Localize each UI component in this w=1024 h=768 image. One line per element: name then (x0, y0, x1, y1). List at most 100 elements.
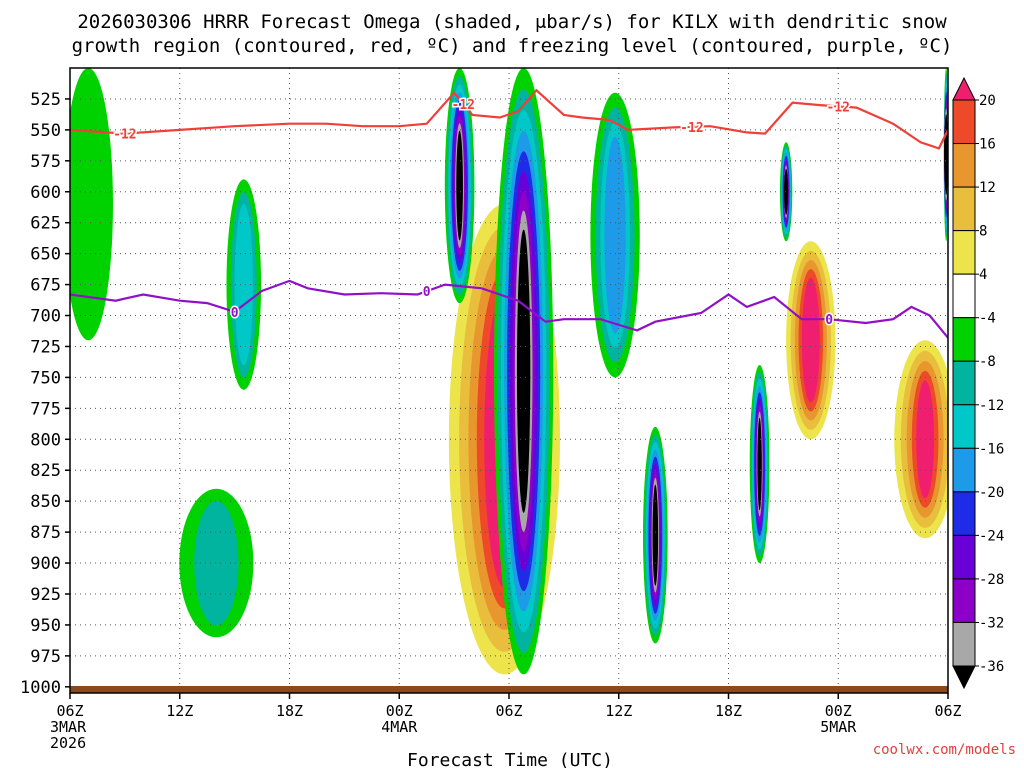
dendritic-isotherm-label: -12 (113, 128, 136, 143)
y-tick-label: 525 (30, 90, 61, 110)
x-tick-label: 12Z (166, 702, 193, 720)
colorbar-segment (952, 143, 976, 188)
omega-field: -12 -12 -12 -12 0 0 0 (70, 68, 948, 693)
freezing-level-label: 0 (423, 285, 431, 300)
y-tick-label: 925 (30, 585, 61, 605)
colorbar-segment (952, 534, 976, 580)
y-tick-label: 575 (30, 152, 61, 172)
colorbar-segment (952, 230, 976, 275)
dendritic-isotherm-label: -12 (827, 100, 850, 115)
omega-feature-magenta-6 (786, 241, 836, 440)
freezing-level-label: 0 (231, 306, 239, 321)
dendritic-isotherm-label: -12 (680, 121, 703, 136)
chart-title-line-1: 2026030306 HRRR Forecast Omega (shaded, … (77, 11, 947, 33)
x-tick-label: 12Z (605, 702, 632, 720)
x-date-label: 2026 (50, 734, 86, 752)
y-tick-label: 900 (30, 554, 61, 574)
y-tick-label: 950 (30, 616, 61, 636)
y-tick-label: 725 (30, 337, 61, 357)
x-tick-label: 06Z (56, 702, 83, 720)
y-tick-label: 1000 (20, 678, 61, 698)
omega-feature-magenta-4 (894, 340, 948, 539)
colorbar-segment (952, 273, 976, 319)
omega-feature-black-7 (642, 426, 668, 644)
colorbar-segment (952, 360, 976, 406)
terrain-strip (70, 686, 948, 693)
omega-feature-blue-3 (590, 92, 640, 378)
omega-contour-shell (73, 89, 104, 319)
omega-contour-shell (804, 286, 817, 395)
omega-contour-shell (757, 423, 762, 505)
y-tick-label: 850 (30, 492, 61, 512)
colorbar-label: -20 (979, 485, 1004, 501)
chart-title-line-2: growth region (contoured, red, ºC) and f… (72, 35, 953, 57)
omega-contour-shell (518, 248, 529, 495)
omega-feature-green-0 (70, 68, 113, 341)
colorbar-label: 8 (979, 224, 987, 240)
omega-feature-black-11 (444, 68, 475, 304)
omega-contour-shell (237, 215, 250, 354)
colorbar-label: -24 (979, 528, 1004, 544)
freezing-level-line (70, 279, 948, 339)
colorbar-segment (952, 621, 976, 667)
dendritic-isotherm-line (70, 88, 948, 150)
y-tick-label: 975 (30, 647, 61, 667)
colorbar-bottom-arrow (952, 665, 976, 690)
x-date-label: 4MAR (381, 718, 418, 736)
y-tick-label: 875 (30, 523, 61, 543)
x-tick-label: 06Z (495, 702, 522, 720)
y-tick-label: 800 (30, 430, 61, 450)
y-tick-label: 550 (30, 121, 61, 141)
x-tick-label: 00Z (386, 702, 413, 720)
y-tick-label: 825 (30, 461, 61, 481)
colorbar-segment (952, 578, 976, 623)
omega-feature-black-10 (943, 68, 948, 242)
x-tick-label: 18Z (715, 702, 742, 720)
x-tick-label: 00Z (825, 702, 852, 720)
y-tick-label: 650 (30, 245, 61, 265)
colorbar-segment (952, 317, 976, 362)
y-tick-label: 675 (30, 276, 61, 296)
omega-contour-shell (784, 171, 789, 212)
colorbar: 20 16 12 8 4 -4 -8 -12 -16 -20 -24 -28 -32 -36 (952, 76, 1004, 690)
y-tick-label: 750 (30, 368, 61, 388)
colorbar-label: 20 (979, 93, 996, 109)
x-date-label: 5MAR (820, 718, 857, 736)
y-tick-label: 625 (30, 214, 61, 234)
colorbar-label: -16 (979, 441, 1004, 457)
colorbar-label: -32 (979, 615, 1004, 631)
y-tick-label: 775 (30, 399, 61, 419)
source-watermark: coolwx.com/models (873, 742, 1016, 758)
x-tick-label: 18Z (276, 702, 303, 720)
colorbar-label: 12 (979, 180, 996, 196)
colorbar-segment (952, 447, 976, 493)
y-tick-label: 700 (30, 307, 61, 327)
omega-contour-shell (457, 137, 462, 234)
colorbar-label: -28 (979, 572, 1004, 588)
colorbar-label: -4 (979, 311, 996, 327)
colorbar-segment (952, 186, 976, 232)
omega-feature-black-8 (749, 365, 770, 564)
colorbar-label: 4 (979, 267, 987, 283)
x-tick-label: 06Z (934, 702, 961, 720)
omega-feature-teal-2 (226, 179, 262, 390)
y-tick-label: 600 (30, 183, 61, 203)
x-axis-title: Forecast Time (UTC) (407, 750, 613, 768)
colorbar-label: -12 (979, 398, 1004, 414)
axes: 525 550 575 600 625 650 675 700 725 750 775 800 825 8… (20, 67, 962, 752)
colorbar-segment (952, 404, 976, 449)
colorbar-label: -8 (979, 354, 996, 370)
omega-feature-black-9 (779, 142, 793, 242)
colorbar-segment (952, 99, 976, 145)
colorbar-label: -36 (979, 659, 1004, 675)
colorbar-segment (952, 491, 976, 536)
plot-area: -12 -12 -12 -12 0 0 0 (70, 68, 948, 693)
omega-contour-shell (653, 491, 658, 580)
x-date-label: 3MAR (50, 718, 87, 736)
omega-contour-shell (607, 150, 623, 320)
omega-feature-black-12 (494, 68, 554, 675)
dendritic-isotherm-label: -12 (452, 98, 475, 113)
colorbar-label: 16 (979, 137, 996, 153)
freezing-level-label: 0 (825, 313, 833, 328)
